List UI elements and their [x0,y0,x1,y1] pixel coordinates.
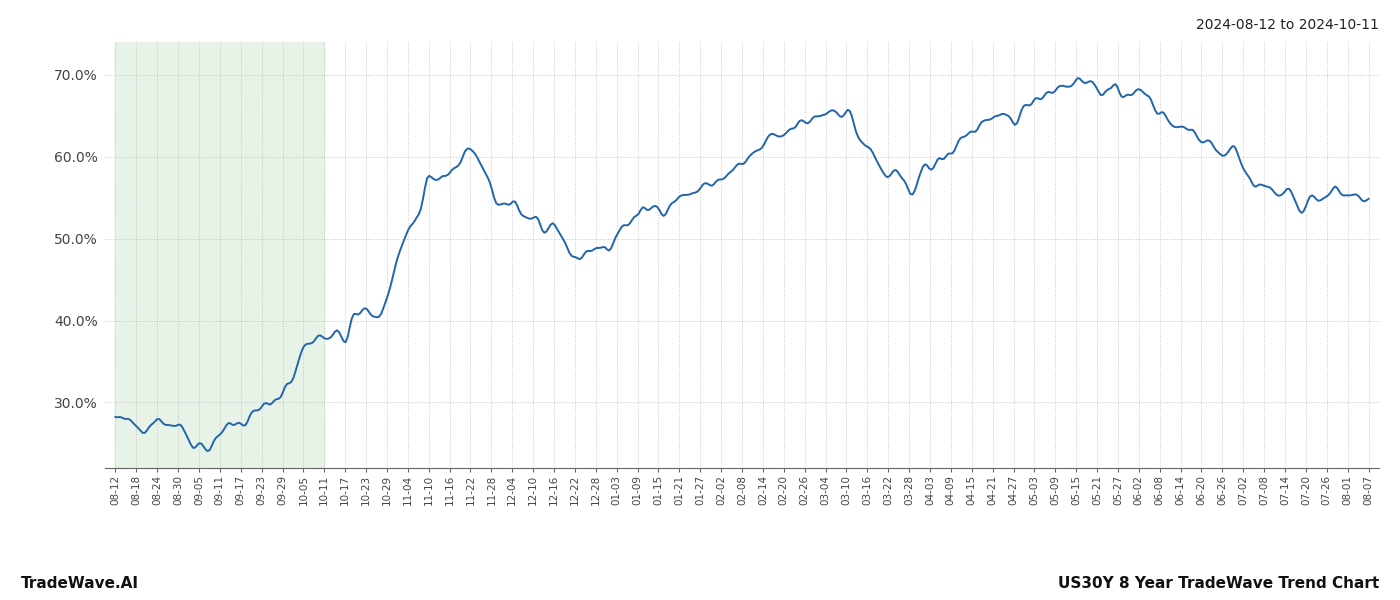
Text: 2024-08-12 to 2024-10-11: 2024-08-12 to 2024-10-11 [1196,18,1379,32]
Bar [115,42,325,468]
Text: US30Y 8 Year TradeWave Trend Chart: US30Y 8 Year TradeWave Trend Chart [1058,576,1379,591]
Text: TradeWave.AI: TradeWave.AI [21,576,139,591]
